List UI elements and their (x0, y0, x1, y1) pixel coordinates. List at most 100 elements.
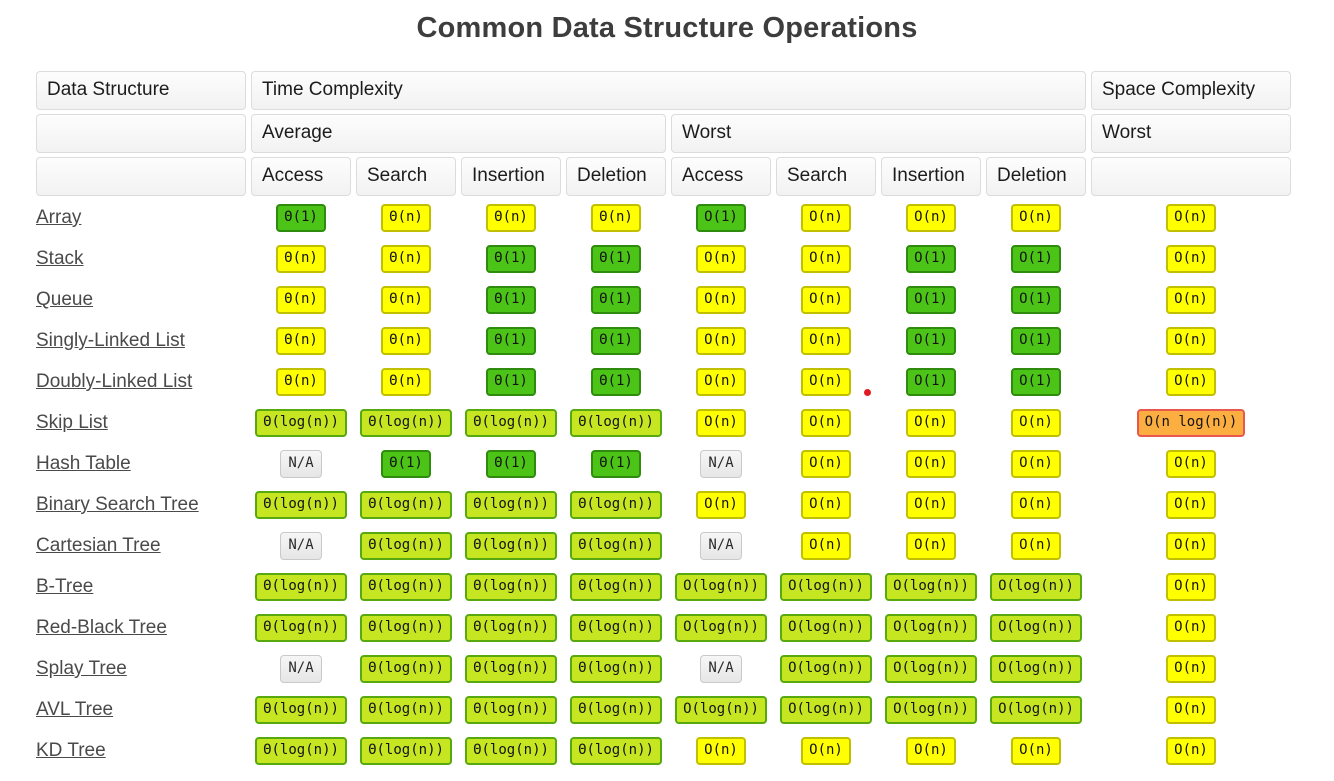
data-structure-link[interactable]: Binary Search Tree (36, 494, 199, 515)
complexity-cell: Θ(n) (251, 241, 351, 278)
data-structure-link[interactable]: B-Tree (36, 576, 94, 597)
complexity-cell: Θ(log(n)) (251, 692, 351, 729)
complexity-badge: O(log(n)) (990, 614, 1082, 642)
complexity-badge: O(n) (1011, 409, 1061, 437)
complexity-cell: Θ(log(n)) (566, 610, 666, 647)
row-label-cell: AVL Tree (36, 692, 246, 729)
complexity-cell: Θ(n) (251, 364, 351, 401)
complexity-badge: Θ(log(n)) (360, 491, 452, 519)
data-structure-link[interactable]: Singly-Linked List (36, 330, 185, 351)
complexity-cell: Θ(n) (356, 323, 456, 360)
page-title: Common Data Structure Operations (416, 12, 918, 44)
data-structure-link[interactable]: Array (36, 207, 82, 228)
table-row: Singly-Linked List Θ(n) Θ(n) Θ(1) Θ(1) O(n) O(… (36, 323, 1291, 360)
complexity-badge: Θ(log(n)) (255, 614, 347, 642)
complexity-cell: Θ(1) (566, 323, 666, 360)
complexity-badge: O(n) (696, 245, 746, 273)
complexity-badge: O(1) (906, 245, 956, 273)
complexity-cell: O(n) (776, 405, 876, 442)
data-structure-link[interactable]: KD Tree (36, 740, 106, 761)
complexity-cell: O(n) (1091, 323, 1291, 360)
row-label-cell: Red-Black Tree (36, 610, 246, 647)
complexity-cell: Θ(log(n)) (356, 733, 456, 770)
complexity-badge: Θ(log(n)) (360, 655, 452, 683)
complexity-badge: O(n) (906, 204, 956, 232)
data-structure-link[interactable]: Doubly-Linked List (36, 371, 193, 392)
data-structure-link[interactable]: Splay Tree (36, 658, 127, 679)
complexity-cell: O(n) (1091, 487, 1291, 524)
row-label-cell: Splay Tree (36, 651, 246, 688)
complexity-cell: Θ(log(n)) (461, 487, 561, 524)
complexity-cell: O(log(n)) (776, 569, 876, 606)
complexity-badge: O(n) (906, 491, 956, 519)
complexity-badge: O(n) (801, 204, 851, 232)
table-row: Queue Θ(n) Θ(n) Θ(1) Θ(1) O(n) O(n) O(1) O(1) O(n… (36, 282, 1291, 319)
complexity-cell: O(n) (671, 241, 771, 278)
complexity-badge: Θ(1) (486, 245, 536, 273)
complexity-badge: O(n) (696, 327, 746, 355)
complexity-cell: O(n) (1091, 364, 1291, 401)
complexity-cell: Θ(log(n)) (461, 405, 561, 442)
complexity-badge: O(log(n)) (675, 573, 767, 601)
complexity-cell: O(log(n)) (881, 610, 981, 647)
data-structure-link[interactable]: Hash Table (36, 453, 131, 474)
complexity-cell: N/A (251, 528, 351, 565)
complexity-cell: Θ(log(n)) (251, 733, 351, 770)
complexity-badge: O(log(n)) (675, 696, 767, 724)
data-structure-link[interactable]: Cartesian Tree (36, 535, 161, 556)
complexity-badge: O(log(n)) (990, 696, 1082, 724)
table-row: Array Θ(1) Θ(n) Θ(n) Θ(n) O(1) O(n) O(n) O(n) O(n… (36, 200, 1291, 237)
complexity-badge: O(n) (696, 737, 746, 765)
data-structure-link[interactable]: Red-Black Tree (36, 617, 167, 638)
complexity-badge: O(log(n)) (990, 573, 1082, 601)
complexity-badge: Θ(log(n)) (255, 491, 347, 519)
complexity-badge: N/A (700, 655, 742, 683)
complexity-badge: Θ(log(n)) (360, 573, 452, 601)
complexity-badge: O(n) (801, 286, 851, 314)
complexity-cell: O(n) (881, 528, 981, 565)
table-row: Splay Tree N/A Θ(log(n)) Θ(log(n)) Θ(log(n))… (36, 651, 1291, 688)
complexity-badge: O(n) (1166, 614, 1216, 642)
header-empty-cell (36, 157, 246, 196)
complexity-cell: Θ(1) (566, 446, 666, 483)
data-structure-link[interactable]: Skip List (36, 412, 108, 433)
complexity-cell: O(n) (1091, 569, 1291, 606)
row-label-cell: Cartesian Tree (36, 528, 246, 565)
complexity-cell: O(log(n)) (881, 651, 981, 688)
complexity-cell: O(n) (671, 487, 771, 524)
complexity-badge: O(n) (696, 409, 746, 437)
complexity-cell: Θ(log(n)) (356, 651, 456, 688)
complexity-badge: O(n) (696, 491, 746, 519)
complexity-badge: Θ(log(n)) (465, 737, 557, 765)
complexity-cell: O(log(n)) (881, 692, 981, 729)
complexity-badge: O(n) (801, 737, 851, 765)
complexity-cell: O(1) (986, 241, 1086, 278)
complexity-cell: O(1) (881, 364, 981, 401)
complexity-cell: Θ(n) (356, 241, 456, 278)
data-structure-link[interactable]: AVL Tree (36, 699, 114, 720)
complexity-cell: Θ(1) (461, 282, 561, 319)
header-empty-cell (1091, 157, 1291, 196)
header-worst: Worst (671, 114, 1086, 153)
complexity-badge: O(1) (1011, 286, 1061, 314)
complexity-badge: O(n) (801, 245, 851, 273)
complexity-cell: O(n) (776, 200, 876, 237)
complexity-badge: O(n) (1166, 286, 1216, 314)
table-row: B-Tree Θ(log(n)) Θ(log(n)) Θ(log(n)) Θ(log(n… (36, 569, 1291, 606)
complexity-badge: Θ(n) (381, 204, 431, 232)
complexity-cell: O(n) (671, 282, 771, 319)
complexity-cell: O(n) (1091, 200, 1291, 237)
data-structure-link[interactable]: Queue (36, 289, 94, 310)
complexity-badge: Θ(log(n)) (465, 409, 557, 437)
complexity-badge: Θ(n) (276, 245, 326, 273)
complexity-cell: O(n) (1091, 241, 1291, 278)
data-structure-link[interactable]: Stack (36, 248, 84, 269)
complexity-cell: Θ(log(n)) (356, 569, 456, 606)
complexity-cell: O(1) (881, 241, 981, 278)
complexity-cell: Θ(log(n)) (461, 528, 561, 565)
complexity-badge: O(n) (906, 737, 956, 765)
table-row: Doubly-Linked List Θ(n) Θ(n) Θ(1) Θ(1) O(n) O(… (36, 364, 1291, 401)
complexity-badge: O(n) (801, 327, 851, 355)
complexity-badge: Θ(log(n)) (570, 532, 662, 560)
